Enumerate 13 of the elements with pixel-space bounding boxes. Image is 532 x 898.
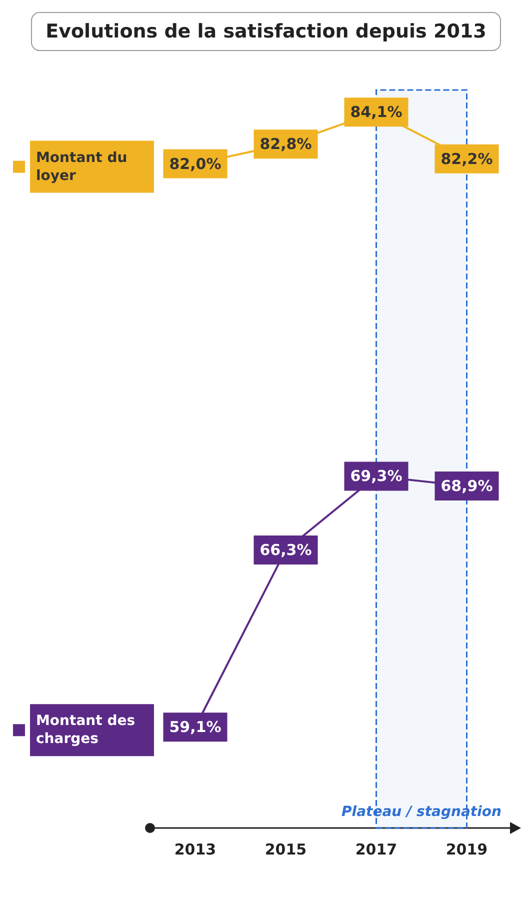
legend-label: Montant du loyer [36, 150, 132, 184]
data-label: 59,1% [169, 718, 222, 736]
data-label: 82,0% [169, 154, 222, 173]
x-tick-label: 2013 [174, 840, 216, 858]
data-label: 69,3% [350, 467, 402, 486]
x-tick-label: 2019 [446, 840, 488, 858]
x-tick-label: 2017 [355, 840, 398, 858]
chart-title: Evolutions de la satisfaction depuis 2013 [46, 20, 486, 42]
band-label: Plateau / stagnation [342, 804, 502, 820]
legend-label: Montant des charges [36, 713, 140, 748]
data-label: 66,3% [260, 541, 312, 560]
data-label: 68,9% [440, 477, 493, 496]
x-tick-label: 2015 [264, 840, 307, 858]
